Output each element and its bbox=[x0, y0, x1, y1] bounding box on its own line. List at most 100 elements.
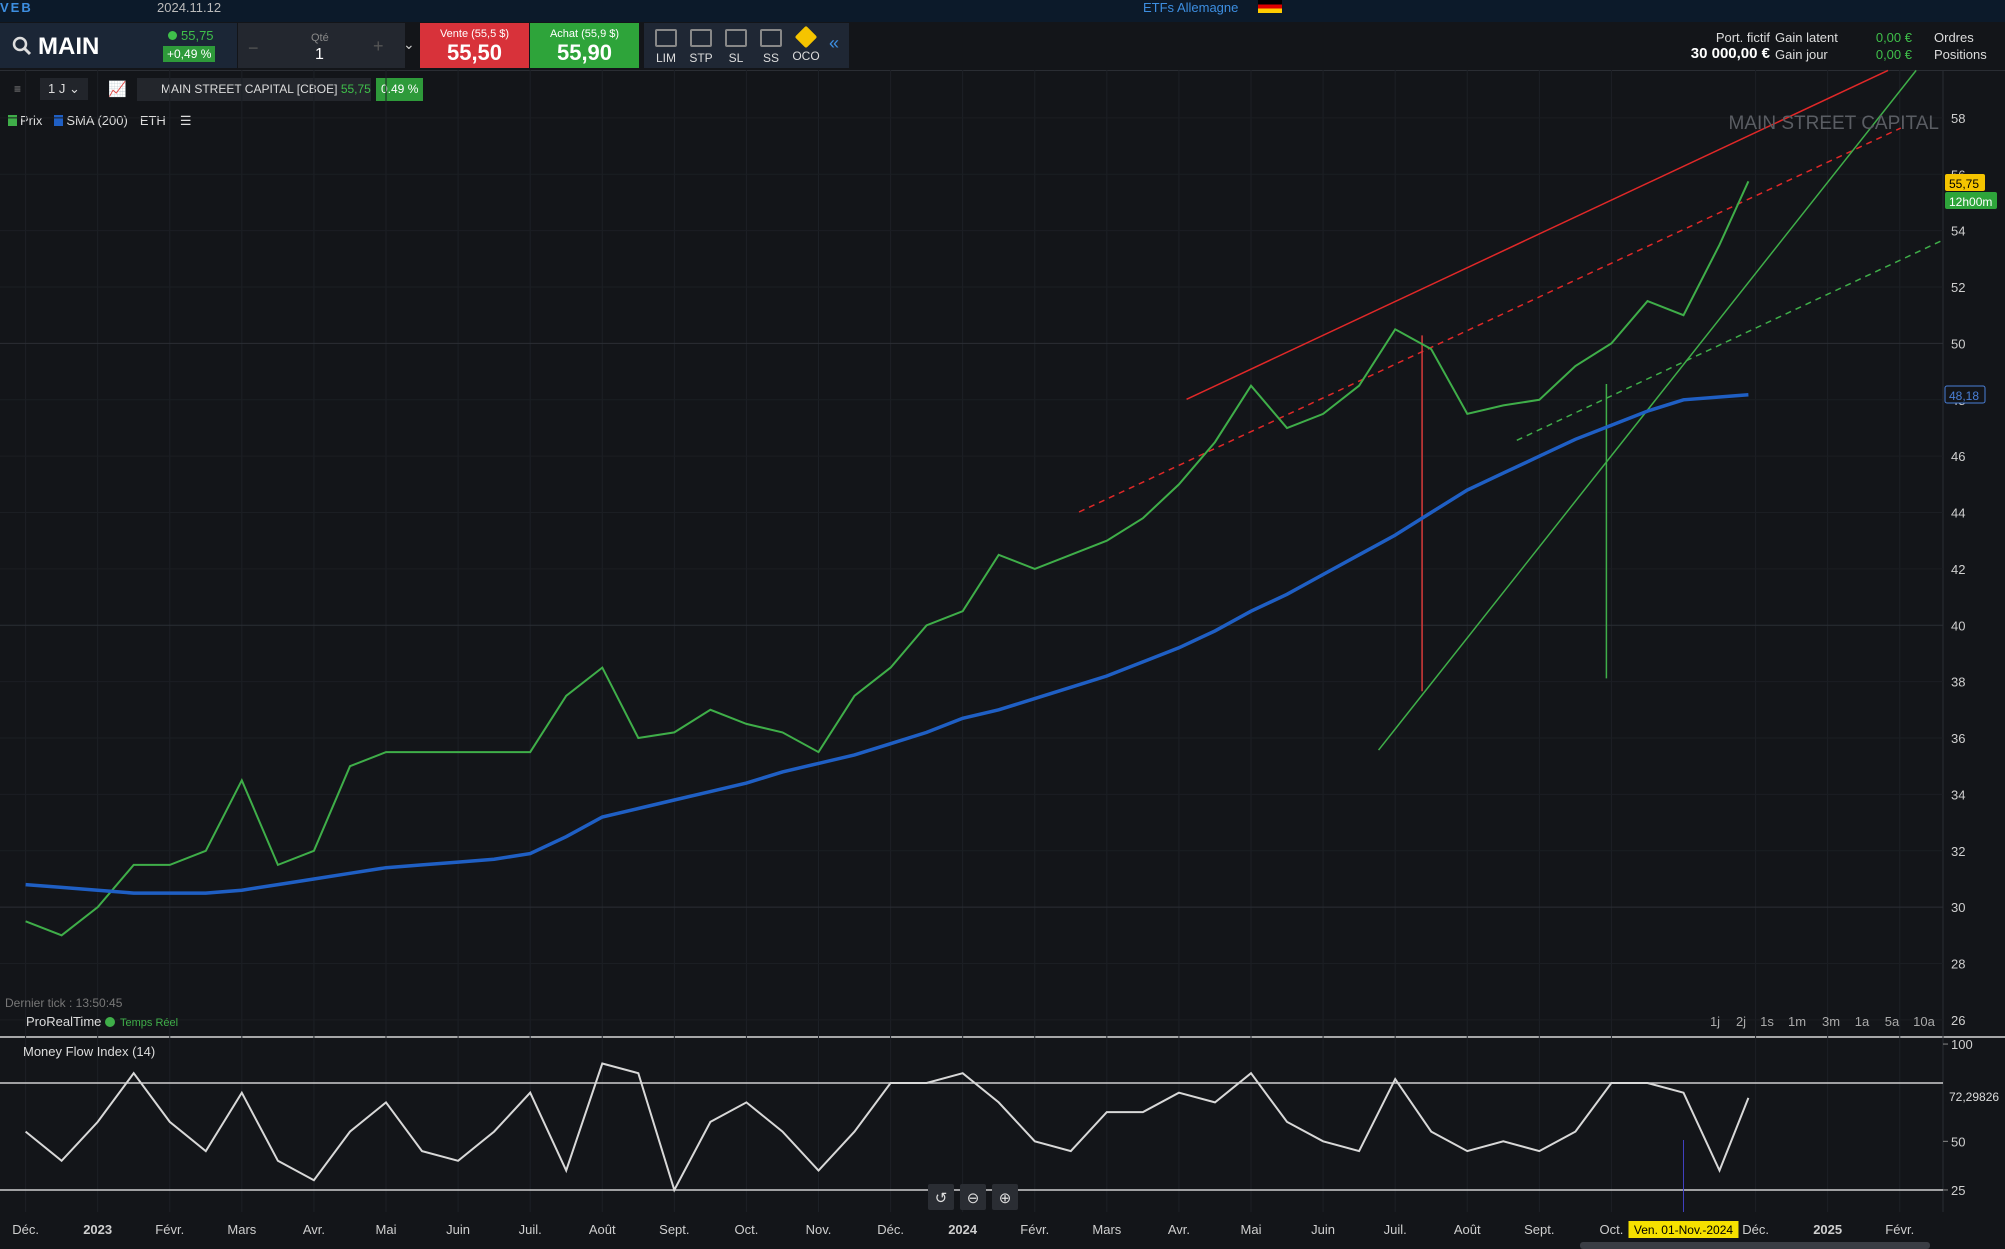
top-bar bbox=[0, 0, 2005, 22]
timeframe-button: 3m bbox=[1822, 1014, 1840, 1029]
collapse[interactable]: « bbox=[829, 33, 840, 53]
timeframe-button: 10a bbox=[1913, 1014, 1935, 1029]
y-tick-label: 38 bbox=[1951, 675, 1965, 690]
flag bbox=[1258, 0, 1282, 13]
scrollbar bbox=[1580, 1242, 1930, 1249]
positions-label[interactable]: Positions bbox=[1934, 47, 1987, 62]
chart-type[interactable]: 📈 bbox=[108, 81, 127, 98]
series-line bbox=[24, 1062, 1750, 1193]
timeframe-button: 1s bbox=[1760, 1014, 1774, 1029]
last-price: 55,75 bbox=[168, 28, 214, 43]
nav-button[interactable] bbox=[960, 1184, 986, 1210]
sma-tag: 48,18 bbox=[1949, 389, 1979, 403]
timeframe-button: 5a bbox=[1885, 1014, 1900, 1029]
instrument-price: 55,75 bbox=[340, 82, 371, 96]
nav-icon: ⊕ bbox=[999, 1190, 1012, 1207]
market-link[interactable]: ETFs Allemagne bbox=[1143, 0, 1239, 15]
legend-menu[interactable]: ☰ bbox=[179, 113, 192, 128]
order-button[interactable]: OCO bbox=[790, 23, 822, 68]
x-tick-label: Juil. bbox=[519, 1222, 542, 1237]
order-button[interactable]: SL bbox=[720, 23, 752, 68]
legend-item[interactable]: SMA (200) bbox=[54, 113, 128, 128]
period-select[interactable]: 1 J ⌄ bbox=[40, 78, 88, 100]
x-tick-label: Juin bbox=[446, 1222, 470, 1237]
timeframe-button: 1m bbox=[1788, 1014, 1806, 1029]
order-button[interactable]: LIM bbox=[650, 23, 682, 68]
orders-label[interactable]: Ordres bbox=[1934, 30, 1974, 45]
gain-latent: 0,00 € bbox=[1875, 30, 1912, 45]
qty-minus[interactable]: − bbox=[248, 38, 259, 58]
y-tick-label: 100 bbox=[1951, 1037, 1973, 1052]
x-tick-label: Déc. bbox=[1742, 1222, 1769, 1237]
nav-icon: ⊖ bbox=[967, 1190, 980, 1207]
x-tick-label: Mars bbox=[227, 1222, 256, 1237]
nav-icon: ↺ bbox=[935, 1190, 948, 1207]
buy-label: Achat (55,9 $) bbox=[549, 28, 620, 40]
x-tick-label: Déc. bbox=[877, 1222, 904, 1237]
timeframe-button: 2j bbox=[1736, 1014, 1746, 1029]
app-name: VEB bbox=[0, 0, 33, 15]
y-tick-label: 36 bbox=[1951, 731, 1965, 746]
timer-tag-bg bbox=[1945, 192, 1997, 209]
timeframe-button: 1a bbox=[1855, 1014, 1870, 1029]
x-tick-label: Août bbox=[589, 1222, 616, 1237]
x-tick-label: Août bbox=[1454, 1222, 1481, 1237]
sell-label: Vente (55,5 $) bbox=[439, 28, 510, 40]
y-tick-label: 34 bbox=[1951, 787, 1965, 802]
menu-icon[interactable]: ≡ bbox=[14, 82, 22, 96]
legend-eth[interactable]: ETH bbox=[139, 113, 166, 128]
buy-price: 55,90 bbox=[556, 40, 613, 65]
sell-button[interactable]: Vente (55,5 $) 55,50 bbox=[420, 23, 529, 68]
symbol[interactable]: MAIN bbox=[38, 33, 100, 60]
mfi-tag: 72,29826 bbox=[1949, 1090, 1999, 1104]
order-icon bbox=[655, 29, 677, 47]
y-tick-label: 50 bbox=[1951, 1134, 1965, 1149]
search-icon[interactable] bbox=[12, 36, 32, 56]
x-tick-label: Avr. bbox=[1168, 1222, 1190, 1237]
qty-plus[interactable]: + bbox=[373, 36, 384, 56]
gain-latent-label: Gain latent bbox=[1775, 30, 1838, 45]
x-tick-label: Oct. bbox=[1599, 1222, 1623, 1237]
x-tick-label: 2023 bbox=[83, 1222, 112, 1237]
order-icon bbox=[690, 29, 712, 47]
x-tick-label: 2025 bbox=[1813, 1222, 1842, 1237]
gain-day-label: Gain jour bbox=[1775, 47, 1828, 62]
x-tick-label: Nov. bbox=[806, 1222, 832, 1237]
x-tick-label: Mai bbox=[1241, 1222, 1262, 1237]
dropdown[interactable]: ⌄ bbox=[403, 36, 415, 52]
indicator-title: Money Flow Index (14) bbox=[23, 1044, 155, 1059]
status-dot bbox=[105, 1017, 115, 1027]
y-tick-label: 25 bbox=[1951, 1183, 1965, 1198]
watermark: MAIN STREET CAPITAL bbox=[1729, 113, 1939, 134]
order-icon bbox=[725, 29, 747, 47]
gain-day: 0,00 € bbox=[1875, 47, 1912, 62]
qty-value[interactable]: 1 bbox=[315, 46, 324, 63]
legend-swatch bbox=[8, 115, 17, 126]
portfolio-value: 30 000,00 € bbox=[1690, 45, 1770, 62]
instrument-tag: MAIN STREET CAPITAL [CBOE] 55,75 bbox=[137, 78, 371, 101]
period: 1 J bbox=[48, 81, 66, 96]
order-label: LIM bbox=[655, 51, 676, 65]
nav-button[interactable] bbox=[928, 1184, 954, 1210]
legend-swatch bbox=[54, 115, 64, 126]
last-price-value: 55,75 bbox=[181, 28, 214, 43]
change-badge: +0,49 % bbox=[163, 46, 216, 62]
date: 2024.11.12 bbox=[157, 0, 222, 15]
qty-box[interactable] bbox=[238, 23, 405, 68]
x-tick-label: Mars bbox=[1092, 1222, 1121, 1237]
order-button[interactable]: STP bbox=[685, 23, 717, 68]
y-tick-label: 58 bbox=[1951, 111, 1965, 126]
order-label: OCO bbox=[792, 49, 820, 63]
y-tick-label: 26 bbox=[1951, 1013, 1965, 1028]
provider: ProRealTime bbox=[26, 1014, 101, 1029]
legend-label: SMA (200) bbox=[66, 113, 128, 128]
nav-button[interactable] bbox=[992, 1184, 1018, 1210]
y-tick-label: 52 bbox=[1951, 280, 1965, 295]
qty-label: Qté bbox=[311, 32, 329, 44]
order-button[interactable]: SS bbox=[755, 23, 787, 68]
x-tick-label: Juil. bbox=[1384, 1222, 1407, 1237]
buy-button[interactable]: Achat (55,9 $) 55,90 bbox=[530, 23, 639, 68]
y-tick-label: 54 bbox=[1951, 224, 1965, 239]
